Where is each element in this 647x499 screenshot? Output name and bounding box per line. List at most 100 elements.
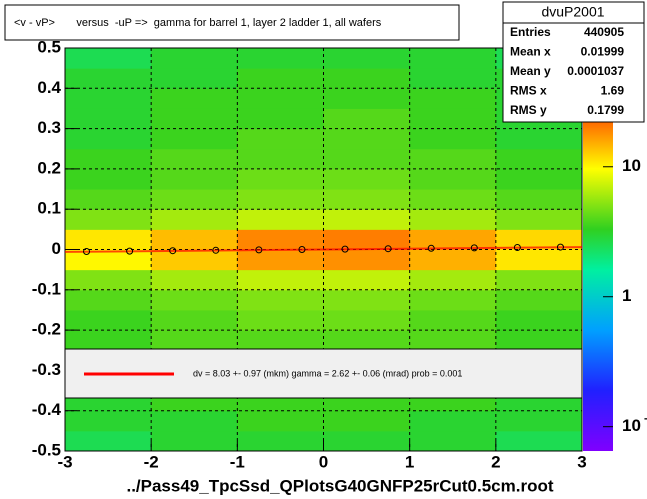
heat-cell bbox=[237, 410, 324, 432]
heat-cell bbox=[151, 209, 238, 230]
z-tick-label: 10 bbox=[622, 156, 641, 175]
heat-cell bbox=[151, 229, 238, 250]
heat-cell bbox=[495, 410, 583, 432]
heatmap bbox=[65, 48, 583, 452]
profile-point bbox=[83, 248, 91, 256]
heat-cell bbox=[323, 189, 411, 210]
y-tick-label: -0.4 bbox=[32, 400, 62, 419]
heat-cell bbox=[65, 68, 152, 89]
heat-cell bbox=[323, 309, 411, 331]
x-tick-label: 1 bbox=[405, 452, 414, 471]
stats-label: RMS y bbox=[510, 103, 547, 117]
heat-cell bbox=[151, 309, 238, 331]
heat-cell bbox=[409, 209, 497, 230]
heat-cell bbox=[151, 189, 238, 210]
heat-cell bbox=[409, 229, 497, 250]
heat-cell bbox=[495, 148, 583, 170]
heat-cell bbox=[495, 269, 583, 291]
profile-point bbox=[255, 246, 263, 254]
heat-cell bbox=[151, 289, 238, 311]
heat-cell bbox=[495, 189, 583, 210]
heat-cell bbox=[237, 269, 324, 291]
heat-cell bbox=[237, 189, 324, 210]
y-tick-label: 0.3 bbox=[37, 118, 61, 137]
stats-value: 440905 bbox=[584, 25, 624, 39]
heat-cell bbox=[495, 289, 583, 311]
stats-title: dvuP2001 bbox=[541, 4, 604, 20]
y-tick-label: 0 bbox=[52, 239, 61, 258]
heat-cell bbox=[323, 88, 411, 109]
heat-cell bbox=[495, 330, 583, 351]
heat-cell bbox=[409, 430, 497, 452]
heat-cell bbox=[323, 330, 411, 351]
heat-cell bbox=[237, 128, 324, 150]
heat-cell bbox=[65, 269, 152, 291]
heat-cell bbox=[151, 128, 238, 150]
heat-cell bbox=[151, 108, 238, 130]
heat-cell bbox=[151, 68, 238, 89]
heat-cell bbox=[409, 410, 497, 432]
stats-label: Entries bbox=[510, 25, 551, 39]
heat-cell bbox=[237, 108, 324, 130]
heat-cell bbox=[409, 108, 497, 130]
heat-cell bbox=[409, 189, 497, 210]
heat-cell bbox=[409, 269, 497, 291]
profile-point bbox=[513, 243, 521, 251]
x-tick-label: 2 bbox=[491, 452, 500, 471]
y-tick-label: 0.1 bbox=[37, 199, 61, 218]
stats-label: Mean x bbox=[510, 45, 551, 59]
heat-cell bbox=[151, 249, 238, 271]
legend-label: dv = 8.03 +- 0.97 (mkm) gamma = 2.62 +- … bbox=[193, 368, 462, 378]
z-tick-exponent: -1 bbox=[644, 413, 647, 425]
heat-cell bbox=[409, 88, 497, 109]
heat-cell bbox=[65, 48, 152, 69]
x-tick-label: 0 bbox=[319, 452, 328, 471]
x-tick-label: 3 bbox=[577, 452, 586, 471]
heat-cell bbox=[323, 168, 411, 190]
profile-point bbox=[470, 244, 478, 252]
heat-cell bbox=[323, 410, 411, 432]
heat-cell bbox=[151, 330, 238, 351]
stats-label: Mean y bbox=[510, 64, 551, 78]
heat-cell bbox=[151, 88, 238, 109]
heat-cell bbox=[409, 309, 497, 331]
y-tick-label: 0.2 bbox=[37, 158, 61, 177]
heat-cell bbox=[237, 229, 324, 250]
heat-cell bbox=[151, 48, 238, 69]
heat-cell bbox=[151, 430, 238, 452]
heat-cell bbox=[323, 108, 411, 130]
profile-point bbox=[427, 244, 435, 252]
y-tick-label: 0.5 bbox=[37, 37, 61, 56]
heat-cell bbox=[65, 128, 152, 150]
heat-cell bbox=[409, 128, 497, 150]
heat-cell bbox=[151, 148, 238, 170]
profile-point bbox=[384, 245, 392, 253]
heat-cell bbox=[65, 88, 152, 109]
heat-cell bbox=[323, 249, 411, 271]
heat-cell bbox=[237, 48, 324, 69]
heat-cell bbox=[65, 330, 152, 351]
profile-point bbox=[298, 246, 306, 253]
heat-cell bbox=[151, 410, 238, 432]
heat-cell bbox=[237, 249, 324, 271]
heat-cell bbox=[237, 309, 324, 331]
heat-cell bbox=[409, 68, 497, 89]
legend-box bbox=[64, 348, 583, 399]
x-tick-label: -1 bbox=[230, 452, 245, 471]
title-box bbox=[4, 4, 460, 41]
y-tick-label: -0.2 bbox=[32, 320, 61, 339]
heat-cell bbox=[409, 249, 497, 271]
heat-cell bbox=[65, 229, 152, 250]
x-axis-label: ../Pass49_TpcSsd_QPlotsG40GNFP25rCut0.5c… bbox=[126, 476, 553, 495]
z-tick-label: 10 bbox=[622, 416, 641, 435]
profile-point bbox=[341, 245, 349, 253]
heat-cell bbox=[323, 430, 411, 452]
stats-label: RMS x bbox=[510, 84, 547, 98]
stats-value: 0.01999 bbox=[581, 45, 625, 59]
profile-point bbox=[169, 247, 177, 255]
heat-cell bbox=[495, 309, 583, 331]
stats-value: 1.69 bbox=[601, 84, 625, 98]
stats-value: 0.0001037 bbox=[567, 64, 624, 78]
heat-cell bbox=[495, 168, 583, 190]
